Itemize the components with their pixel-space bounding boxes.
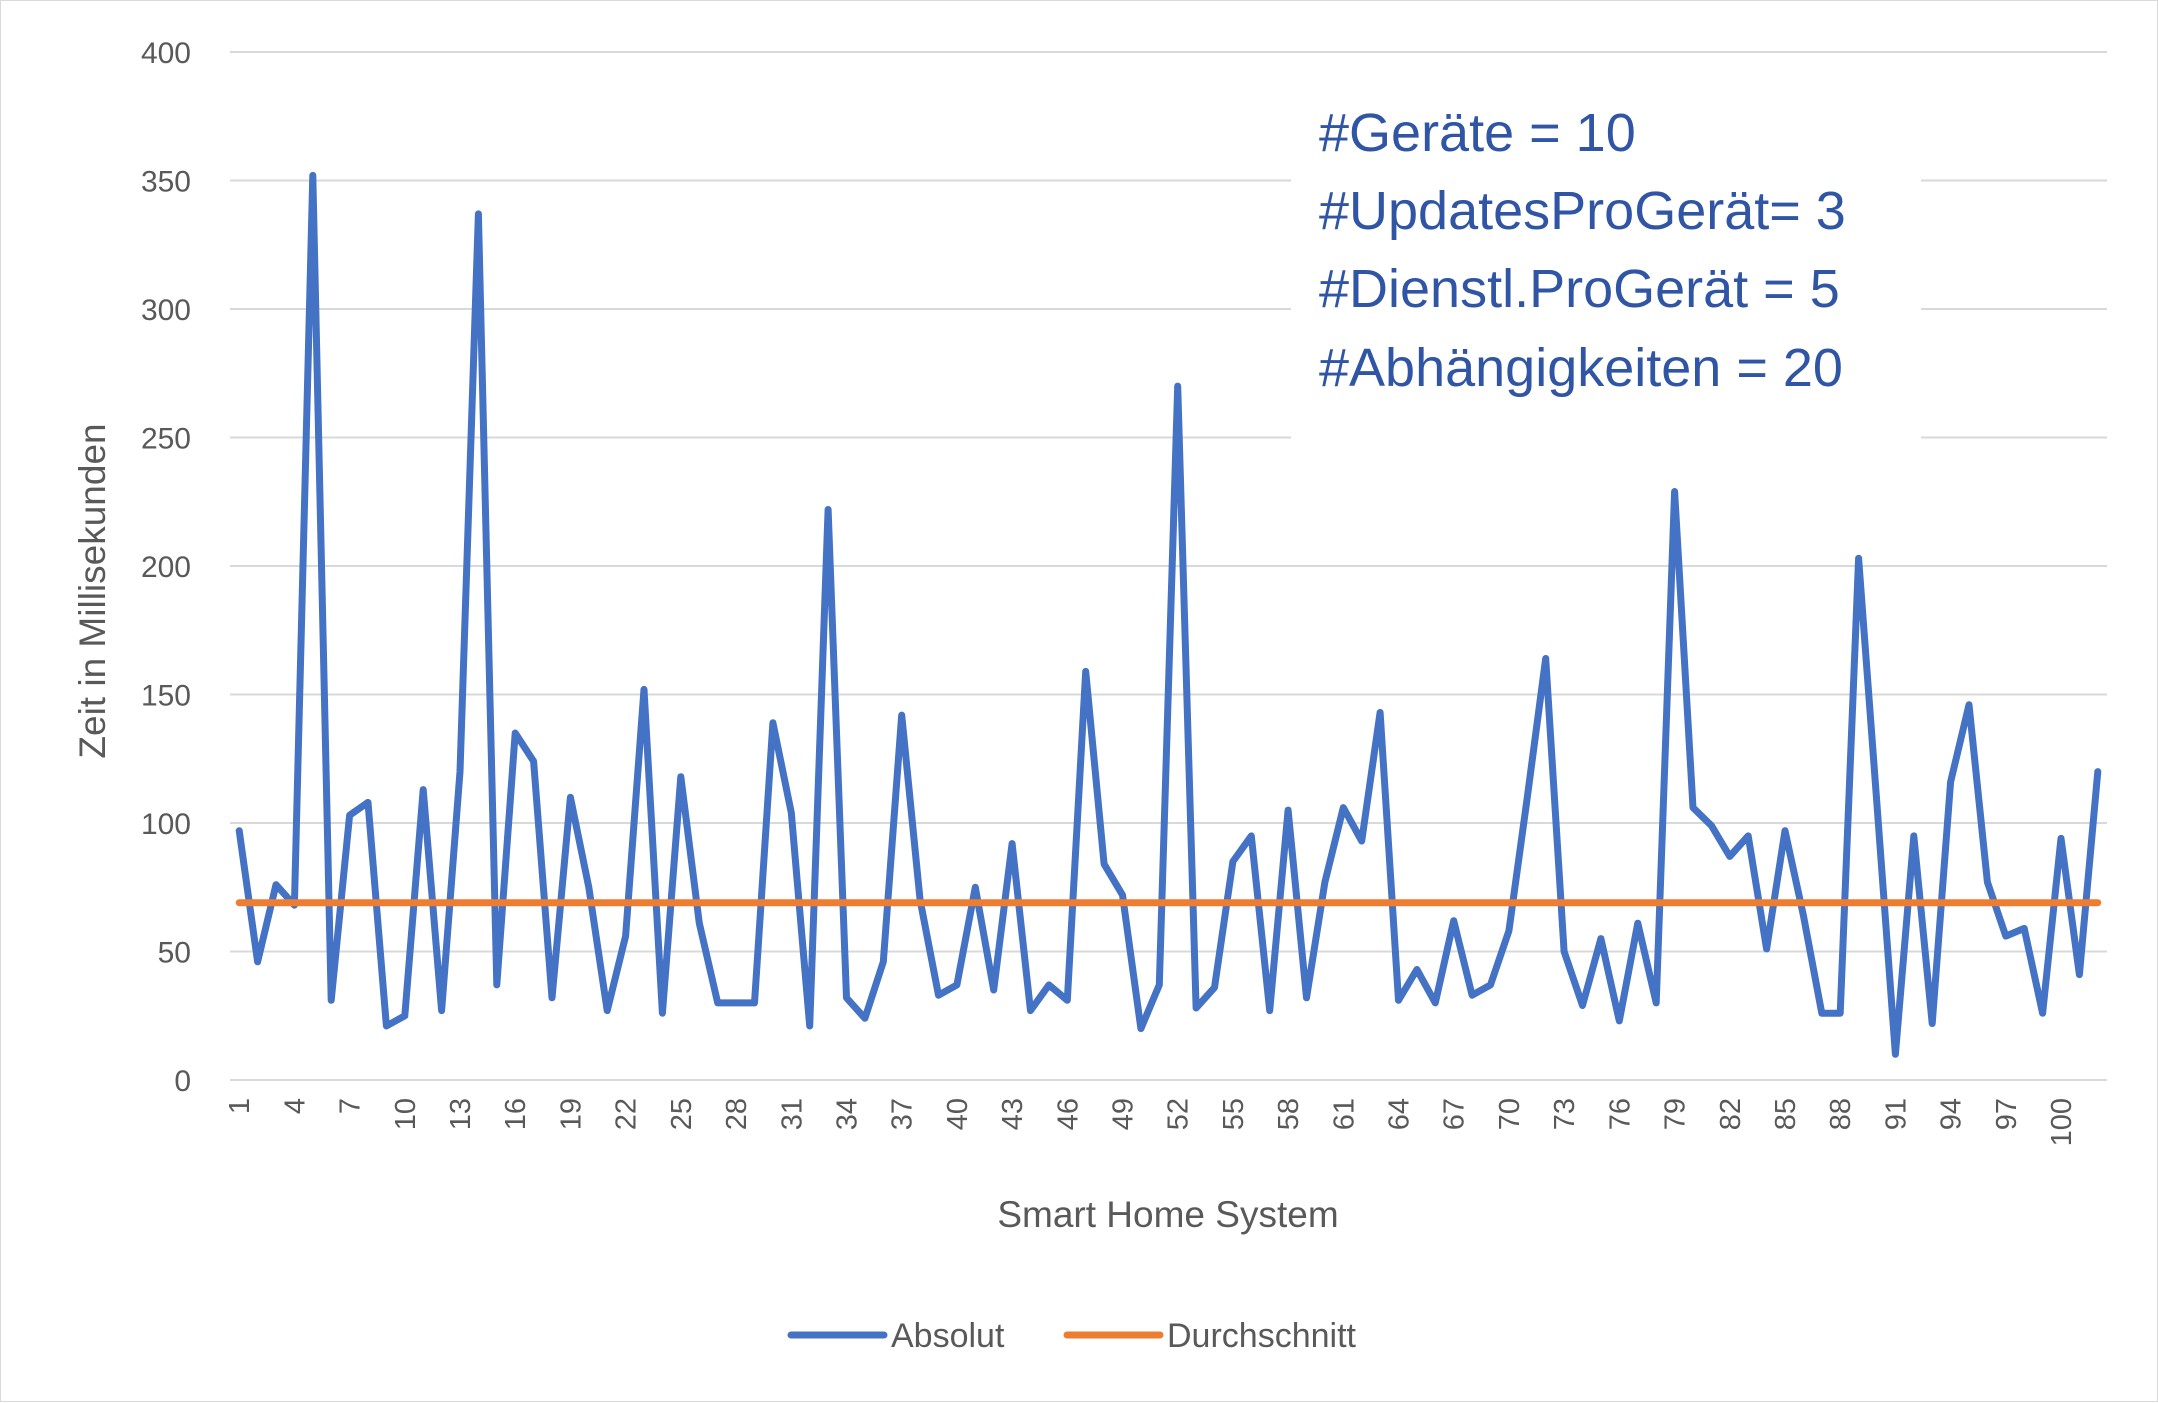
y-tick-label: 150 [141,680,191,713]
annotation-line-4: #Abhängigkeiten = 20 [1319,338,1843,398]
legend-label-durchschnitt: Durchschnitt [1167,1317,1357,1355]
series-lines [235,171,2102,1058]
x-tick-label: 94 [1936,1098,1968,1130]
x-tick-label: 85 [1770,1098,1802,1130]
x-tick-label: 16 [500,1098,532,1130]
x-tick-label: 19 [555,1098,587,1130]
x-tick-label: 97 [1991,1098,2023,1130]
annotation-line-2: #UpdatesProGerät= 3 [1319,181,1846,241]
legend-label-absolut: Absolut [891,1317,1005,1355]
x-tick-label: 22 [611,1098,643,1130]
x-tick-label: 55 [1218,1098,1250,1130]
annotation-line-3: #Dienstl.ProGerät = 5 [1319,259,1840,319]
x-tick-label: 61 [1328,1098,1360,1130]
y-tick-label: 400 [141,37,191,70]
x-tick-label: 91 [1880,1098,1912,1130]
x-tick-label: 73 [1549,1098,1581,1130]
y-tick-label: 100 [141,808,191,841]
x-tick-label: 10 [390,1098,422,1130]
y-axis-title: Zeit in Millisekunden [72,423,113,758]
x-tick-label: 13 [445,1098,477,1130]
x-tick-label: 28 [721,1098,753,1130]
x-tick-label: 100 [2046,1098,2078,1146]
y-tick-label: 0 [174,1065,191,1098]
x-tick-label: 37 [887,1098,919,1130]
y-tick-label: 200 [141,551,191,584]
x-tick-label: 1 [224,1098,256,1114]
x-tick-label: 7 [335,1098,367,1114]
x-tick-label: 67 [1439,1098,1471,1130]
x-tick-label: 88 [1825,1098,1857,1130]
x-axis-title: Smart Home System [997,1194,1338,1235]
x-tick-label: 58 [1273,1098,1305,1130]
y-tick-label: 250 [141,423,191,456]
x-tick-label: 25 [666,1098,698,1130]
x-tick-label: 70 [1494,1098,1526,1130]
series-line-absolut [235,171,2102,1058]
annotation-background [1291,96,1921,446]
y-axis-ticks: 0 50 100 150 200 250 300 350 400 [141,37,191,1098]
y-tick-label: 300 [141,294,191,327]
annotation-box: #Geräte = 10 #UpdatesProGerät= 3 #Dienst… [1291,96,1921,446]
gridlines [230,51,2107,1081]
x-tick-label: 76 [1604,1098,1636,1130]
x-tick-label: 64 [1384,1098,1416,1130]
annotation-line-1: #Geräte = 10 [1319,103,1636,163]
x-tick-label: 79 [1660,1098,1692,1130]
x-tick-label: 4 [279,1098,311,1114]
x-tick-label: 43 [997,1098,1029,1130]
y-tick-label: 350 [141,166,191,199]
x-tick-label: 31 [776,1098,808,1130]
legend: Absolut Durchschnitt [787,1317,1357,1355]
x-tick-label: 52 [1163,1098,1195,1130]
x-tick-label: 40 [942,1098,974,1130]
x-tick-label: 82 [1715,1098,1747,1130]
x-axis-ticks: 1 4 7 10 13 16 19 22 25 28 31 34 37 40 43 46 49 52 55 58 61 6… [224,1098,2078,1146]
x-tick-label: 34 [831,1098,863,1130]
x-tick-label: 46 [1052,1098,1084,1130]
y-tick-label: 50 [158,937,191,970]
x-tick-label: 49 [1107,1098,1139,1130]
